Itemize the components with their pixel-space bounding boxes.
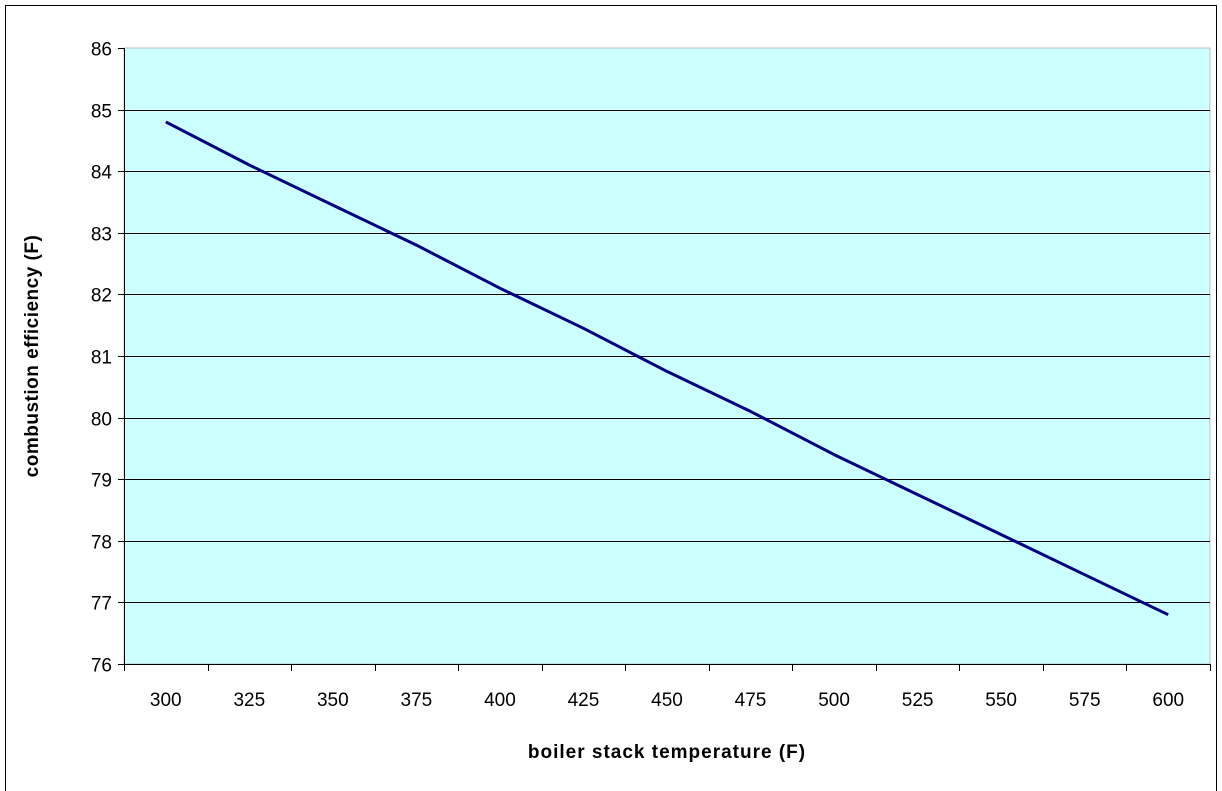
x-tick-label: 350 xyxy=(317,690,349,711)
y-tick-label: 82 xyxy=(91,286,112,307)
gridlines xyxy=(124,110,1210,603)
x-tick-label: 500 xyxy=(818,690,850,711)
x-tick-label: 300 xyxy=(150,690,182,711)
x-tick-label: 525 xyxy=(902,690,934,711)
series-layer xyxy=(165,120,1169,617)
x-tick-label: 400 xyxy=(484,690,516,711)
x-tick-label: 375 xyxy=(401,690,433,711)
y-tick-label: 80 xyxy=(91,410,112,431)
axes xyxy=(124,48,1210,665)
y-tick-label: 84 xyxy=(91,163,113,184)
y-tick-label: 76 xyxy=(91,656,112,677)
y-tick-label: 86 xyxy=(91,40,112,61)
y-tick-label: 77 xyxy=(91,594,112,615)
y-tick-label: 78 xyxy=(91,533,112,554)
x-tick-label: 550 xyxy=(985,690,1017,711)
series-line xyxy=(165,120,1169,617)
y-tick-label: 81 xyxy=(91,348,112,369)
x-tick-label: 325 xyxy=(233,690,265,711)
y-tick-label: 85 xyxy=(91,102,112,123)
x-tick-label: 575 xyxy=(1069,690,1101,711)
y-tick-label: 79 xyxy=(91,471,112,492)
x-tick-label: 600 xyxy=(1152,690,1184,711)
y-tick-label: 83 xyxy=(91,225,112,246)
y-axis-ticks: 76 77 78 79 80 81 82 83 84 85 86 xyxy=(91,40,124,677)
x-axis-title: boiler stack temperature (F) xyxy=(528,742,806,763)
x-tick-label: 450 xyxy=(651,690,683,711)
x-tick-label: 425 xyxy=(568,690,600,711)
x-tick-label: 475 xyxy=(735,690,767,711)
y-axis-title: combustion efficiency (F) xyxy=(22,235,43,478)
x-axis-ticks: 300 325 350 375 400 425 450 475 500 525 550 575 600 xyxy=(124,664,1211,711)
